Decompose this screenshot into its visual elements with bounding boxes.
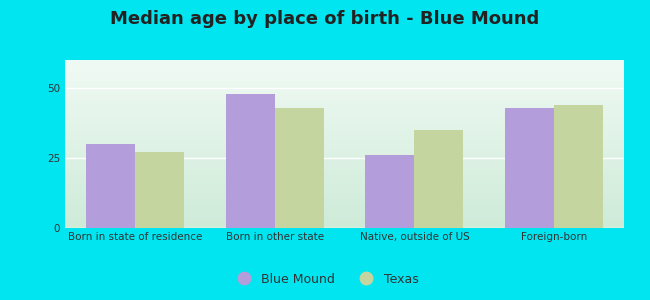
Bar: [274, 108, 324, 228]
Legend: Blue Mound, Texas: Blue Mound, Texas: [226, 268, 424, 291]
Bar: [226, 94, 274, 228]
Bar: [554, 105, 603, 228]
Bar: [135, 152, 184, 228]
Bar: [86, 144, 135, 228]
Bar: [365, 155, 415, 228]
Text: Median age by place of birth - Blue Mound: Median age by place of birth - Blue Moun…: [111, 11, 540, 28]
Bar: [415, 130, 463, 228]
Bar: [505, 108, 554, 228]
